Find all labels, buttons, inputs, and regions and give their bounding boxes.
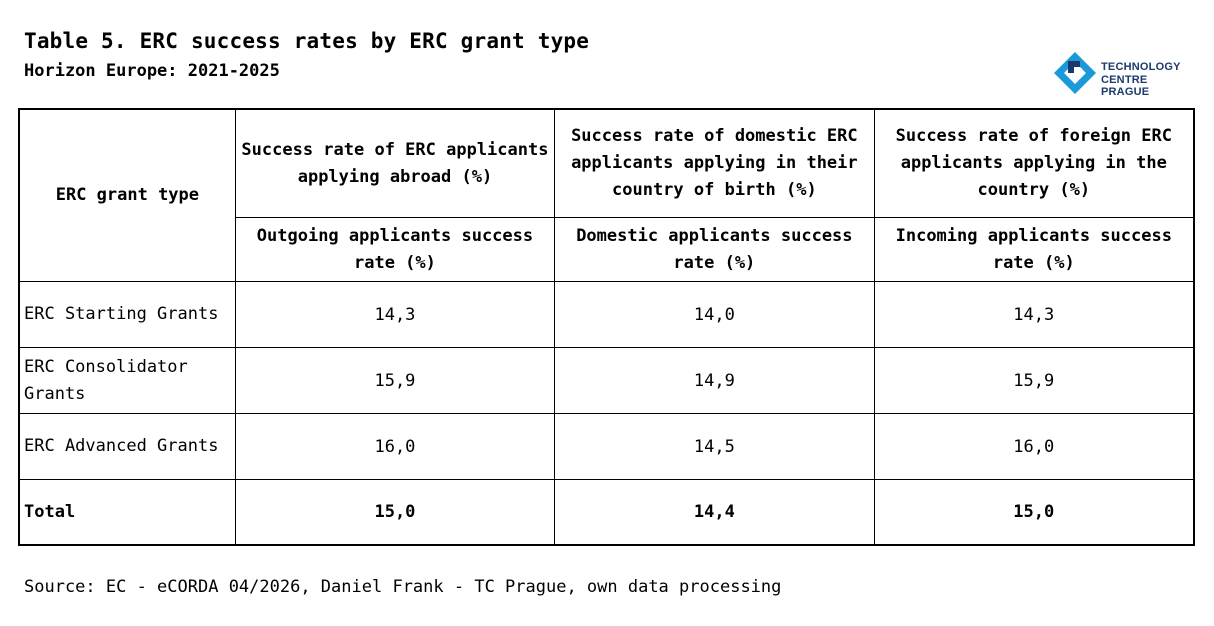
table-row: ERC Consolidator Grants 15,9 14,9 15,9 <box>18 347 1195 414</box>
value-cell: 14,3 <box>234 281 556 348</box>
value-cell: 15,9 <box>234 347 556 414</box>
value-cell: 16,0 <box>234 413 556 480</box>
value-cell: 14,3 <box>873 281 1195 348</box>
value-cell: 14,4 <box>554 479 875 546</box>
logo-line-1: TECHNOLOGY <box>1101 61 1181 73</box>
grant-type-cell: ERC Advanced Grants <box>18 413 236 480</box>
subheader-domestic: Domestic applicants success rate (%) <box>554 217 875 282</box>
table-row: ERC Starting Grants 14,3 14,0 14,3 <box>18 281 1195 348</box>
value-cell: 15,0 <box>234 479 556 546</box>
source-note: Source: EC - eCORDA 04/2026, Daniel Fran… <box>24 577 782 597</box>
header-applying-abroad: Success rate of ERC applicants applying … <box>234 108 556 218</box>
grant-type-cell: ERC Starting Grants <box>18 281 236 348</box>
grant-type-cell: ERC Consolidator Grants <box>18 347 236 414</box>
value-cell: 14,9 <box>554 347 875 414</box>
subheader-outgoing: Outgoing applicants success rate (%) <box>234 217 556 282</box>
header-foreign: Success rate of foreign ERC applicants a… <box>873 108 1195 218</box>
header-grant-type: ERC grant type <box>18 108 236 282</box>
table-title: Table 5. ERC success rates by ERC grant … <box>24 29 590 53</box>
value-cell: 15,9 <box>873 347 1195 414</box>
value-cell: 14,5 <box>554 413 875 480</box>
table-subtitle: Horizon Europe: 2021-2025 <box>24 61 280 81</box>
grant-type-cell: Total <box>18 479 236 546</box>
logo-line-2: CENTRE PRAGUE <box>1101 74 1150 98</box>
erc-success-table: ERC grant type Success rate of ERC appli… <box>18 108 1195 546</box>
subheader-incoming: Incoming applicants success rate (%) <box>873 217 1195 282</box>
tc-prague-logo: TECHNOLOGY CENTRE PRAGUE <box>1052 50 1194 98</box>
table-row: ERC Advanced Grants 16,0 14,5 16,0 <box>18 413 1195 480</box>
value-cell: 14,0 <box>554 281 875 348</box>
tc-prague-logo-icon <box>1054 52 1096 94</box>
table-row-total: Total 15,0 14,4 15,0 <box>18 479 1195 546</box>
value-cell: 16,0 <box>873 413 1195 480</box>
value-cell: 15,0 <box>873 479 1195 546</box>
header-domestic: Success rate of domestic ERC applicants … <box>554 108 875 218</box>
